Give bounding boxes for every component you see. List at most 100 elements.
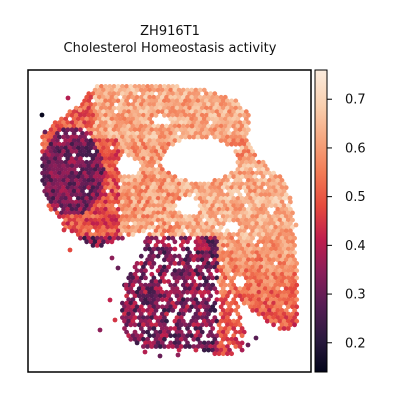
- spatial-spot: [254, 243, 260, 248]
- spatial-spot: [143, 181, 148, 187]
- spatial-spot: [214, 210, 220, 216]
- spatial-spot: [136, 120, 142, 125]
- spatial-spot: [115, 134, 121, 140]
- spatial-spot: [225, 308, 230, 313]
- spatial-spot: [94, 192, 100, 198]
- spatial-spot: [267, 221, 272, 227]
- spatial-spot: [277, 196, 283, 201]
- spatial-spot: [155, 167, 161, 172]
- spatial-spot: [187, 120, 193, 125]
- spatial-spot: [145, 336, 151, 342]
- spatial-spot: [111, 98, 117, 104]
- spatial-spot: [124, 308, 129, 313]
- spatial-spot: [162, 279, 167, 284]
- spatial-spot: [159, 138, 165, 144]
- spatial-spot: [174, 228, 180, 234]
- spatial-spot: [101, 109, 106, 115]
- spatial-spot: [229, 192, 235, 198]
- spatial-spot: [283, 221, 289, 227]
- spatial-spot: [59, 174, 64, 180]
- spatial-spot: [283, 243, 289, 248]
- spatial-spot: [199, 250, 205, 256]
- spatial-spot: [96, 203, 102, 209]
- spatial-spot: [275, 271, 281, 277]
- spatial-spot: [197, 131, 203, 136]
- spatial-spot: [210, 304, 216, 310]
- spatial-spot: [262, 192, 268, 198]
- spatial-spot: [264, 311, 270, 317]
- spatial-spot: [132, 98, 138, 104]
- spatial-spot: [67, 224, 73, 230]
- spatial-spot: [107, 127, 113, 133]
- spatial-spot: [222, 210, 228, 216]
- spatial-spot: [237, 329, 243, 335]
- spatial-spot: [143, 210, 148, 216]
- spatial-spot: [115, 156, 121, 162]
- spatial-spot: [243, 174, 249, 180]
- spatial-spot: [201, 181, 207, 187]
- spatial-spot: [126, 232, 132, 237]
- spatial-spot: [258, 271, 264, 277]
- spatial-spot: [120, 300, 125, 306]
- spatial-spot: [141, 91, 146, 97]
- spatial-spot: [262, 293, 268, 299]
- spatial-spot: [206, 116, 211, 122]
- spatial-spot: [216, 322, 222, 328]
- spatial-spot: [54, 131, 60, 136]
- spatial-spot: [231, 123, 237, 129]
- spatial-spot: [153, 134, 159, 140]
- spatial-spot: [151, 326, 157, 331]
- spatial-spot: [271, 235, 276, 241]
- spatial-spot: [191, 98, 197, 104]
- spatial-spot: [151, 210, 157, 216]
- spatial-spot: [111, 178, 117, 183]
- spatial-spot: [187, 344, 193, 349]
- spatial-spot: [197, 210, 203, 216]
- spatial-spot: [149, 149, 155, 154]
- spatial-spot: [44, 170, 50, 176]
- spatial-spot: [159, 268, 165, 274]
- spatial-spot: [73, 185, 79, 191]
- spatial-spot: [69, 178, 75, 183]
- spatial-spot: [155, 217, 161, 223]
- spatial-spot: [109, 123, 115, 129]
- spatial-spot: [147, 232, 153, 237]
- spatial-spot: [287, 195, 293, 201]
- spatial-spot: [189, 188, 195, 194]
- spatial-spot: [132, 156, 138, 162]
- spatial-spot: [170, 84, 176, 89]
- spatial-spot: [162, 185, 167, 191]
- spatial-spot: [233, 120, 239, 125]
- spatial-spot: [241, 149, 247, 154]
- spatial-spot: [220, 235, 226, 241]
- spatial-spot: [141, 322, 146, 328]
- spatial-spot: [204, 199, 209, 205]
- spatial-spot: [157, 336, 163, 342]
- spatial-spot: [235, 167, 241, 172]
- spatial-spot: [157, 141, 163, 147]
- spatial-spot: [269, 268, 274, 274]
- spatial-spot: [57, 163, 62, 169]
- spatial-spot: [86, 192, 92, 198]
- spatial-spot: [174, 221, 180, 227]
- spatial-spot: [109, 94, 115, 100]
- spatial-spot: [273, 232, 279, 237]
- spatial-spot: [168, 94, 174, 100]
- spatial-spot: [130, 333, 136, 339]
- spatial-spot: [166, 206, 172, 212]
- spatial-spot: [279, 271, 285, 277]
- spatial-spot: [67, 123, 73, 129]
- spatial-spot: [233, 257, 239, 263]
- spatial-spot: [227, 196, 232, 201]
- spatial-spot: [256, 188, 262, 194]
- colorbar-tick-label: 0.5: [345, 190, 366, 205]
- spatial-spot: [126, 188, 132, 194]
- spatial-spot: [128, 149, 134, 154]
- spatial-spot: [155, 282, 161, 288]
- spatial-spot: [254, 192, 260, 198]
- spatial-spot: [245, 342, 251, 348]
- spatial-spot: [162, 228, 167, 234]
- spatial-spot: [243, 109, 249, 115]
- spatial-spot: [267, 170, 272, 176]
- spatial-spot: [269, 282, 274, 288]
